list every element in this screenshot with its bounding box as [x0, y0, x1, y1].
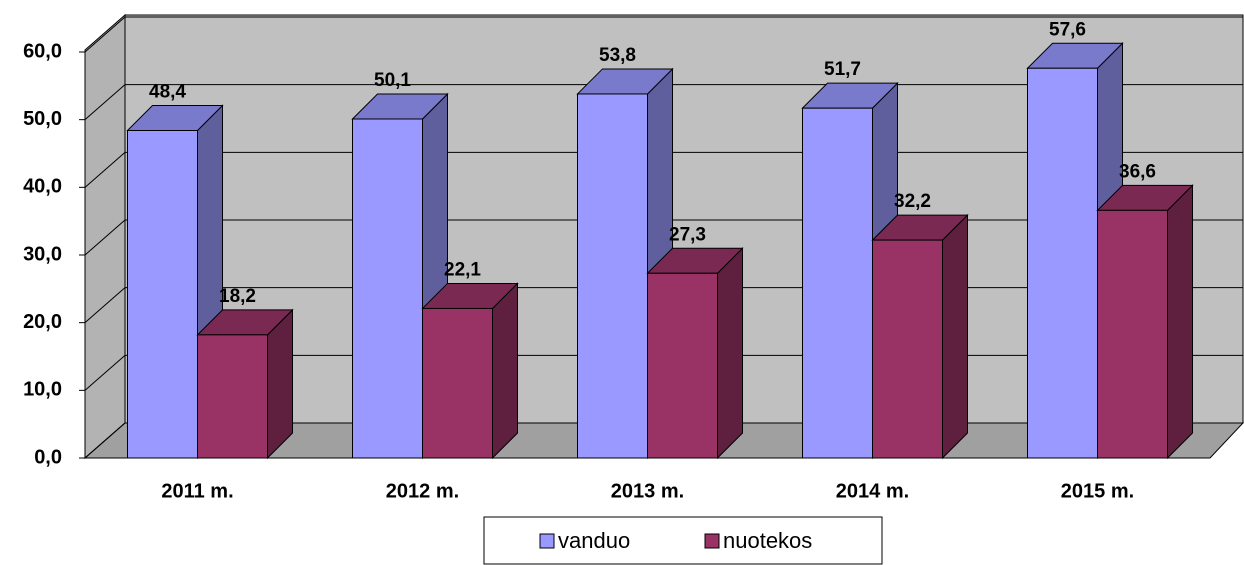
side-grid-line: [84, 16, 126, 53]
value-label: 22,1: [444, 259, 481, 280]
y-tick-label: 40,0: [23, 176, 62, 198]
bar-side: [492, 282, 518, 460]
side-grid-line: [84, 151, 126, 188]
bar: [422, 307, 493, 459]
legend-label: vanduo: [558, 528, 630, 553]
bar-side: [1167, 184, 1193, 460]
x-tick-label: 2013 m.: [611, 480, 684, 502]
value-label: 51,7: [824, 59, 861, 80]
y-tick-label: 60,0: [23, 40, 62, 62]
value-label: 50,1: [374, 70, 411, 91]
side-grid-line: [84, 84, 126, 121]
side-grid-line: [84, 422, 126, 459]
value-label: 18,2: [219, 286, 256, 307]
x-tick-label: 2014 m.: [836, 480, 909, 502]
bar-side: [267, 308, 293, 460]
bar: [872, 239, 943, 459]
legend-swatch: [704, 533, 720, 549]
x-tick-label: 2012 m.: [386, 480, 459, 502]
x-tick-label: 2015 m.: [1061, 480, 1134, 502]
legend-label: nuotekos: [723, 528, 812, 553]
side-grid-line: [84, 219, 126, 256]
bar-side: [942, 213, 968, 460]
bars: [126, 42, 1194, 460]
value-label: 32,2: [894, 191, 931, 212]
side-grid-line: [84, 287, 126, 324]
bar: [197, 334, 268, 459]
legend-swatch: [539, 533, 555, 549]
y-tick-label: 30,0: [23, 243, 62, 265]
bar: [647, 272, 718, 459]
y-tick-label: 20,0: [23, 311, 62, 333]
bar: [127, 129, 198, 459]
value-label: 57,6: [1049, 19, 1086, 40]
bar-side: [717, 247, 743, 460]
y-tick-label: 50,0: [23, 108, 62, 130]
x-tick-label: 2011 m.: [161, 480, 233, 502]
bar: [1097, 209, 1168, 459]
value-label: 27,3: [669, 224, 706, 245]
value-label: 53,8: [599, 45, 636, 66]
side-wall: [84, 13, 126, 460]
value-label: 36,6: [1119, 161, 1156, 182]
side-grid-line: [84, 354, 126, 391]
y-tick-label: 0,0: [34, 446, 62, 468]
bar: [1027, 67, 1098, 459]
bar: [577, 93, 648, 459]
bar: [352, 118, 423, 459]
value-label: 48,4: [149, 82, 186, 103]
bar: [802, 107, 873, 459]
y-tick-label: 10,0: [23, 379, 62, 401]
